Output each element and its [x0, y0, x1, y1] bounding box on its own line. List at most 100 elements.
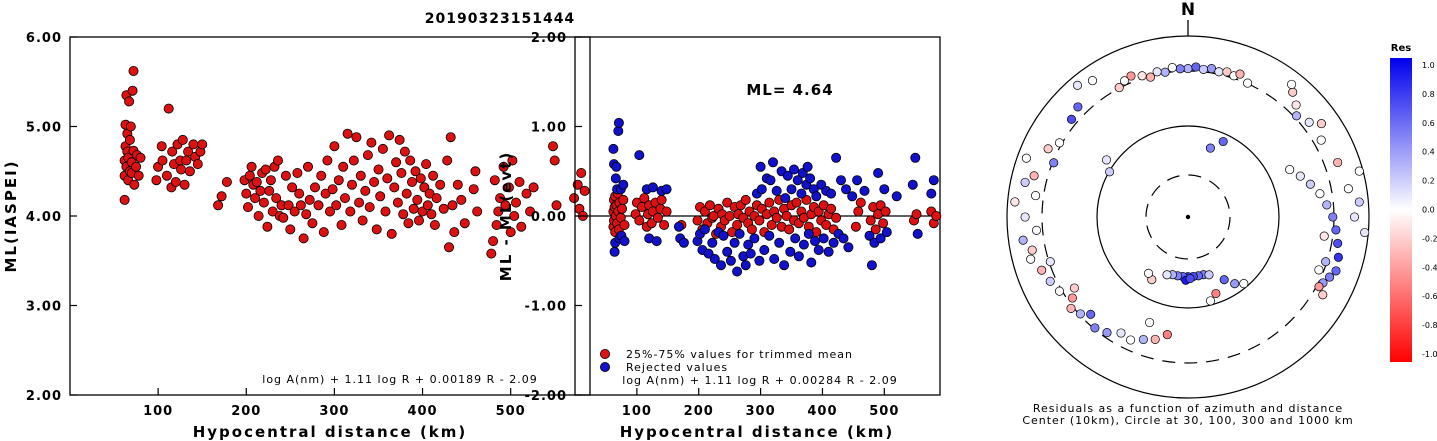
polar-station-point: [1143, 268, 1154, 278]
left-point: [302, 161, 313, 172]
left-point: [371, 224, 382, 235]
left-point: [345, 206, 356, 217]
polar-station-point: [1031, 225, 1042, 235]
middle-point: [732, 266, 743, 277]
middle-point: [707, 237, 718, 248]
polar-station-point: [1126, 335, 1136, 345]
left-point: [405, 155, 416, 166]
left-point: [503, 182, 514, 193]
middle-point: [659, 219, 670, 230]
left-point: [262, 221, 273, 232]
left-point: [389, 182, 400, 193]
left-points: [119, 66, 590, 259]
left-point: [258, 197, 269, 208]
colorbar-tick-label: 0.2: [1422, 177, 1435, 186]
polar-station-point: [1054, 286, 1065, 296]
middle-xtick-label: 200: [684, 404, 714, 419]
left-point: [360, 185, 371, 196]
colorbar-scale: [1390, 58, 1412, 362]
middle-point: [755, 161, 766, 172]
polar-station-point: [1105, 167, 1115, 177]
middle-point: [852, 175, 863, 186]
middle-point: [831, 152, 842, 163]
left-point: [221, 176, 232, 187]
left-xtick-label: 500: [496, 404, 526, 419]
polar-station-point: [1162, 270, 1172, 280]
left-point: [551, 200, 562, 211]
left-point: [509, 210, 520, 221]
left-point: [278, 212, 289, 223]
polar-station-point: [1331, 225, 1341, 235]
left-point: [333, 175, 344, 186]
colorbar-tick-label: 1.0: [1422, 61, 1435, 70]
left-point: [507, 155, 518, 166]
left-point: [285, 224, 296, 235]
polar-station-point: [1031, 191, 1041, 201]
middle-ytick-label: -1.00: [525, 300, 567, 315]
polar-station-point: [1239, 279, 1249, 289]
polar-station-point: [1090, 323, 1100, 333]
left-point: [151, 175, 162, 186]
left-point: [253, 210, 264, 221]
left-point: [452, 179, 463, 190]
middle-point: [769, 253, 780, 264]
middle-point: [756, 184, 767, 195]
middle-point: [661, 206, 672, 217]
left-point: [128, 66, 139, 77]
left-point: [267, 206, 278, 217]
middle-point: [828, 237, 839, 248]
left-point: [124, 96, 135, 107]
left-point: [488, 236, 499, 247]
middle-point: [779, 260, 790, 271]
left-point: [525, 206, 536, 217]
middle-point: [831, 212, 842, 223]
middle-point: [722, 246, 733, 257]
left-point: [272, 155, 283, 166]
polar-station-point: [1020, 212, 1030, 222]
polar-station-point: [1291, 100, 1301, 110]
middle-point: [843, 242, 854, 253]
left-point: [260, 164, 271, 175]
middle-point: [785, 246, 796, 257]
left-point: [493, 206, 504, 217]
polar-station-point: [1205, 296, 1216, 306]
polar-panel: N Residuals as a function of azimuth and…: [1006, 0, 1370, 427]
polar-station-point: [1101, 155, 1112, 165]
polar-station-point: [1315, 189, 1325, 199]
left-point: [354, 197, 365, 208]
colorbar-tick-label: -0.4: [1422, 263, 1437, 272]
left-point: [320, 188, 331, 199]
left-point: [459, 218, 470, 229]
middle-point: [928, 175, 939, 186]
middle-point: [790, 233, 801, 244]
polar-station-point: [1235, 69, 1245, 79]
polar-station-point: [1045, 257, 1055, 267]
left-point: [369, 176, 380, 187]
middle-point: [764, 197, 775, 208]
left-point: [331, 200, 342, 211]
left-point: [431, 193, 442, 204]
polar-station-point: [1304, 117, 1314, 127]
center-point: [1185, 214, 1191, 220]
middle-point: [709, 253, 720, 264]
left-panel: 100 200 300 400 500 2.00 3.00 4.00 5.00 6.00 log …: [2, 31, 591, 441]
polar-station-point: [1119, 76, 1130, 86]
middle-point: [617, 203, 628, 214]
polar-station-point: [1219, 275, 1229, 285]
left-xtick-label: 200: [231, 404, 261, 419]
left-point: [327, 184, 338, 195]
middle-point: [745, 248, 756, 259]
left-point: [429, 219, 440, 230]
polar-station-point: [1354, 197, 1364, 207]
left-point: [399, 146, 410, 157]
colorbar-tick-label: -0.6: [1422, 292, 1437, 301]
left-point: [443, 242, 454, 253]
middle-panel: 100 200 300 400 500-2.00-1.000.001.002.00 ML…: [497, 31, 942, 441]
left-xtick-label: 100: [143, 404, 173, 419]
polar-station-point: [1198, 64, 1209, 74]
left-point: [470, 166, 481, 177]
middle-point: [850, 221, 861, 232]
middle-ylabel: ML - ML(evt): [497, 151, 515, 281]
middle-point: [651, 236, 662, 247]
north-label: N: [1181, 0, 1195, 20]
